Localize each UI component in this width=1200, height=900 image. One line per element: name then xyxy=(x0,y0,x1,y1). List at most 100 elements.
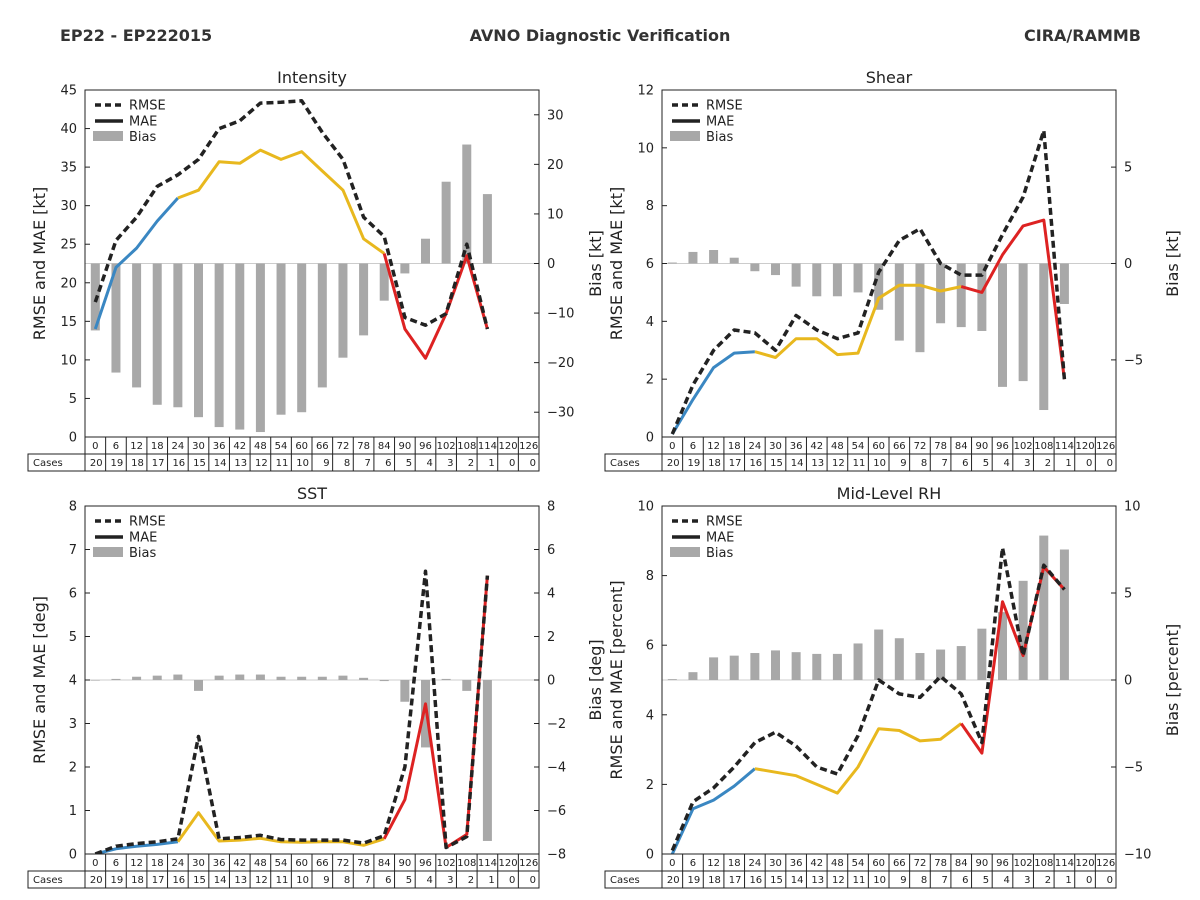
bias-bar xyxy=(111,678,121,680)
cases-cell: 17 xyxy=(152,458,165,469)
bias-bar xyxy=(894,263,904,341)
hour-cell: 90 xyxy=(398,858,411,869)
bias-bar xyxy=(214,263,224,428)
bias-bar xyxy=(667,262,677,264)
cases-cell: 0 xyxy=(509,875,515,886)
cases-row xyxy=(27,870,540,889)
bias-bar xyxy=(132,676,142,680)
bias-bar xyxy=(462,680,472,691)
cases-cell: 15 xyxy=(770,458,783,469)
bias-bar xyxy=(235,674,245,680)
cases-cell: 10 xyxy=(873,458,886,469)
cases-cell: 10 xyxy=(873,875,886,886)
hour-cell: 18 xyxy=(728,858,741,869)
hour-cell: 72 xyxy=(914,441,927,452)
cases-cell: 13 xyxy=(811,458,824,469)
bias-bar xyxy=(317,676,327,680)
mae-line-early xyxy=(670,767,756,855)
y-axis-label: RMSE and MAE [kt] xyxy=(30,187,49,340)
hour-cell: 84 xyxy=(955,858,968,869)
cases-cell: 19 xyxy=(688,458,701,469)
cases-cell: 12 xyxy=(832,875,845,886)
y-tick-label: 1 xyxy=(69,804,77,819)
hour-cell: 96 xyxy=(419,441,432,452)
y-tick-label: 0 xyxy=(646,431,654,446)
y-tick-label: 2 xyxy=(646,373,654,388)
cases-cell: 3 xyxy=(447,875,453,886)
bias-bar xyxy=(977,263,987,331)
cases-row xyxy=(604,870,1117,889)
bias-bar xyxy=(235,263,245,430)
bias-bar xyxy=(359,677,369,680)
cases-cell: 0 xyxy=(1107,458,1113,469)
hour-cell: 6 xyxy=(690,858,696,869)
hour-cell: 42 xyxy=(810,858,823,869)
cases-cell: 20 xyxy=(90,458,103,469)
chart-title: Mid-Level RH xyxy=(837,484,942,503)
cases-cell: 7 xyxy=(365,458,371,469)
hour-cell: 84 xyxy=(378,858,391,869)
y-tick-label: 4 xyxy=(646,708,654,723)
bias-bar xyxy=(709,250,719,264)
cases-cell: 11 xyxy=(276,875,289,886)
cases-cell: 14 xyxy=(791,875,804,886)
cases-cell: 12 xyxy=(255,875,268,886)
cases-cell: 0 xyxy=(530,875,536,886)
cases-cell: 18 xyxy=(708,875,721,886)
cases-cell: 8 xyxy=(921,875,927,886)
hour-cell: 126 xyxy=(519,441,538,452)
hour-cell: 72 xyxy=(337,858,350,869)
hour-cell: 18 xyxy=(151,441,164,452)
y-tick-label: 30 xyxy=(60,199,77,214)
cases-cell: 0 xyxy=(1107,875,1113,886)
bias-bar xyxy=(462,144,472,264)
hour-cell: 48 xyxy=(831,858,844,869)
bias-bar xyxy=(956,646,966,680)
cases-cell: 1 xyxy=(1065,458,1071,469)
bias-bar xyxy=(441,181,451,264)
cases-cell: 13 xyxy=(234,458,247,469)
y2-tick-label: −20 xyxy=(547,356,574,371)
hour-cell: 54 xyxy=(275,858,288,869)
bias-bar xyxy=(400,263,410,274)
hour-cell: 114 xyxy=(478,441,497,452)
mae-line-mid xyxy=(754,283,962,359)
y-tick-label: 8 xyxy=(646,569,654,584)
y-tick-label: 40 xyxy=(60,122,77,137)
y2-tick-label: 4 xyxy=(547,587,555,602)
hour-cell: 36 xyxy=(213,858,226,869)
mae-line-late xyxy=(959,565,1066,755)
hour-cell: 24 xyxy=(171,441,184,452)
bias-bar xyxy=(812,263,822,297)
hour-cell: 120 xyxy=(498,858,517,869)
bias-bar xyxy=(359,263,369,336)
cases-label: Cases xyxy=(33,875,63,886)
cases-cell: 17 xyxy=(729,458,742,469)
legend-mae-label: MAE xyxy=(706,115,734,130)
hour-cell: 18 xyxy=(151,858,164,869)
legend-mae-label: MAE xyxy=(129,115,157,130)
y-tick-label: 6 xyxy=(69,587,77,602)
hour-cell: 30 xyxy=(769,858,782,869)
bias-bar xyxy=(297,263,307,413)
cases-cell: 15 xyxy=(193,875,206,886)
y-tick-label: 7 xyxy=(69,543,77,558)
hour-cell: 60 xyxy=(295,858,308,869)
cases-cell: 16 xyxy=(749,875,762,886)
bias-bar xyxy=(998,612,1007,680)
hour-cell: 66 xyxy=(893,858,906,869)
hour-cell: 24 xyxy=(748,858,761,869)
cases-cell: 0 xyxy=(1086,875,1092,886)
cases-cell: 19 xyxy=(111,458,124,469)
cases-cell: 9 xyxy=(900,875,906,886)
hour-cell: 96 xyxy=(419,858,432,869)
bias-bar xyxy=(750,653,760,680)
hour-cell: 42 xyxy=(810,441,823,452)
legend-bias-label: Bias xyxy=(129,546,156,561)
hour-cell: 84 xyxy=(955,441,968,452)
bias-bar xyxy=(90,680,100,681)
y-tick-label: 0 xyxy=(69,431,77,446)
bias-bar xyxy=(214,675,224,680)
bias-bar xyxy=(152,263,162,405)
